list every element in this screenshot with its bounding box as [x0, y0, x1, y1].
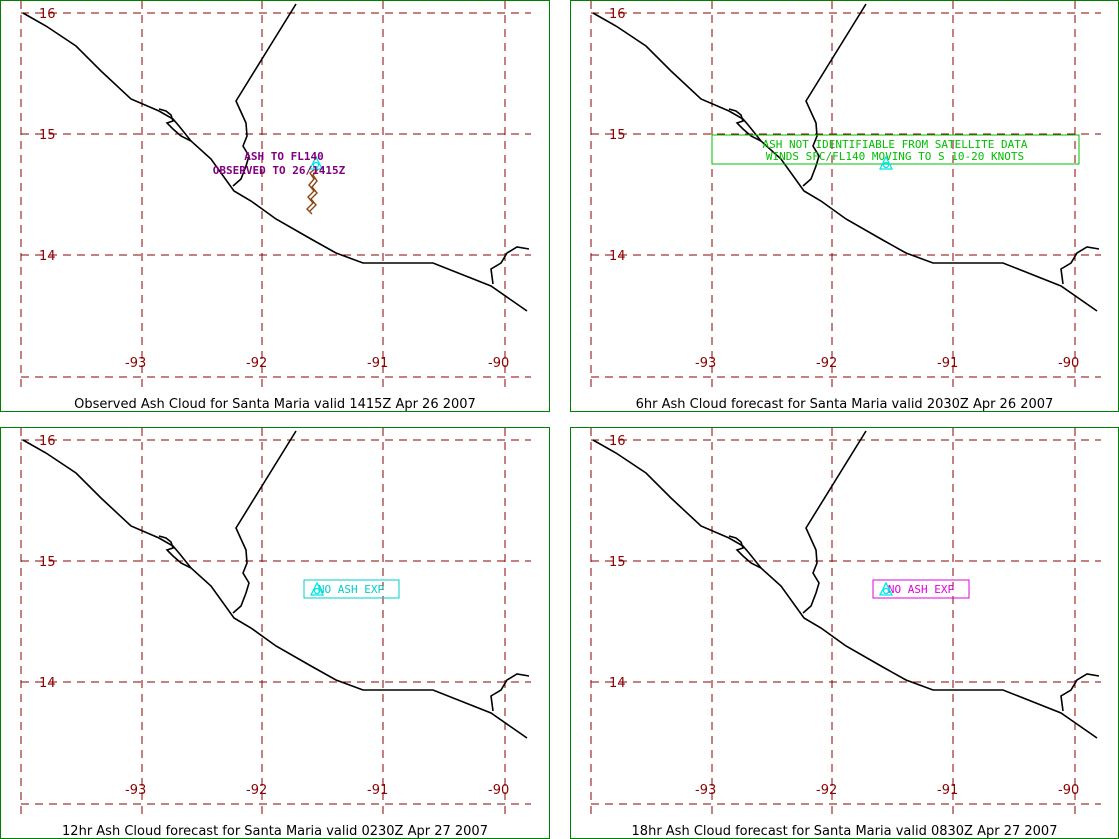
- lon-label-90: -90: [1058, 783, 1079, 798]
- map-panel-18hr: 16 15 14 -93 -92 -91 -90 NO ASH EXP 18hr…: [570, 427, 1119, 839]
- lat-label-16: 16: [39, 7, 56, 22]
- graticule: [20, 428, 531, 818]
- map-canvas: 16 15 14 -93 -92 -91 -90 NO ASH EXP: [20, 428, 531, 818]
- lon-label-92: -92: [246, 356, 267, 371]
- lat-label-14: 14: [609, 676, 626, 691]
- lon-label-90: -90: [1058, 356, 1079, 371]
- lon-label-92: -92: [246, 783, 267, 798]
- panel-caption: Observed Ash Cloud for Santa Maria valid…: [74, 397, 476, 412]
- coastline: [592, 430, 1100, 739]
- lon-label-90: -90: [488, 356, 509, 371]
- panel-caption: 12hr Ash Cloud forecast for Santa Maria …: [62, 824, 488, 839]
- annotation-line-2: OBSERVED TO 26/1415Z: [213, 164, 346, 177]
- map-panel-observed: 16 15 14 -93 -92 -91 -90 ASH TO FL140 OB…: [0, 0, 550, 412]
- annotation-line-1: ASH NOT IDENTIFIABLE FROM SATELLITE DATA: [763, 138, 1028, 151]
- annotation-line-1: NO ASH EXP: [888, 583, 955, 596]
- graticule: [20, 1, 531, 391]
- annotation-frame: [872, 579, 970, 599]
- annotation-line-1: NO ASH EXP: [318, 583, 385, 596]
- volcano-icon: [309, 581, 325, 596]
- lat-label-14: 14: [39, 249, 56, 264]
- lon-label-93: -93: [695, 783, 716, 798]
- forecast-annotation-box: NO ASH EXP: [872, 579, 970, 599]
- lat-labels: 16 15 14: [39, 434, 56, 691]
- lat-label-15: 15: [39, 128, 56, 143]
- map-canvas: 16 15 14 -93 -92 -91 -90 ASH NOT IDENTIF…: [590, 1, 1101, 391]
- graticule: [590, 1, 1101, 391]
- lon-label-92: -92: [816, 783, 837, 798]
- annotation-line-2: WINDS SFC/FL140 MOVING TO S 10-20 KNOTS: [766, 150, 1024, 163]
- lat-labels: 16 15 14: [609, 434, 626, 691]
- coastline: [22, 430, 530, 739]
- annotation-frame: [303, 579, 400, 599]
- lat-label-15: 15: [609, 128, 626, 143]
- lon-labels: -93 -92 -91 -90: [695, 783, 1079, 798]
- lon-label-93: -93: [125, 356, 146, 371]
- observation-annotation: ASH TO FL140 OBSERVED TO 26/1415Z: [213, 150, 346, 177]
- lon-labels: -93 -92 -91 -90: [695, 356, 1079, 371]
- annotation-line-1: ASH TO FL140: [244, 150, 323, 163]
- map-canvas: 16 15 14 -93 -92 -91 -90 ASH TO FL140 OB…: [20, 1, 531, 391]
- lon-labels: -93 -92 -91 -90: [125, 356, 509, 371]
- volcano-icon: [878, 581, 894, 596]
- lat-label-16: 16: [609, 434, 626, 449]
- map-canvas: 16 15 14 -93 -92 -91 -90 NO ASH EXP: [590, 428, 1101, 818]
- lat-labels: 16 15 14: [609, 7, 626, 264]
- lon-label-93: -93: [125, 783, 146, 798]
- volcano-icon: [878, 155, 894, 170]
- annotation-frame: [711, 134, 1080, 165]
- panel-caption: 18hr Ash Cloud forecast for Santa Maria …: [631, 824, 1058, 839]
- lat-labels: 16 15 14: [39, 7, 56, 264]
- lon-labels: -93 -92 -91 -90: [125, 783, 509, 798]
- lon-label-92: -92: [816, 356, 837, 371]
- lat-label-15: 15: [609, 555, 626, 570]
- lat-label-14: 14: [39, 676, 56, 691]
- lon-label-91: -91: [367, 783, 388, 798]
- lon-label-91: -91: [937, 356, 958, 371]
- lon-label-91: -91: [937, 783, 958, 798]
- map-panel-12hr: 16 15 14 -93 -92 -91 -90 NO ASH EXP 12hr…: [0, 427, 550, 839]
- lat-label-14: 14: [609, 249, 626, 264]
- map-panel-6hr: 16 15 14 -93 -92 -91 -90 ASH NOT IDENTIF…: [570, 0, 1119, 412]
- lat-label-15: 15: [39, 555, 56, 570]
- lat-label-16: 16: [39, 434, 56, 449]
- forecast-annotation-box: ASH NOT IDENTIFIABLE FROM SATELLITE DATA…: [711, 134, 1080, 165]
- panel-caption: 6hr Ash Cloud forecast for Santa Maria v…: [635, 397, 1054, 412]
- graticule: [590, 428, 1101, 818]
- forecast-annotation-box: NO ASH EXP: [303, 579, 400, 599]
- coastline: [22, 3, 530, 312]
- coastline: [592, 3, 1100, 312]
- lat-label-16: 16: [609, 7, 626, 22]
- lon-label-90: -90: [488, 783, 509, 798]
- volcano-icon: [308, 155, 324, 170]
- lon-label-93: -93: [695, 356, 716, 371]
- lon-label-91: -91: [367, 356, 388, 371]
- ash-observed-column: [306, 168, 319, 215]
